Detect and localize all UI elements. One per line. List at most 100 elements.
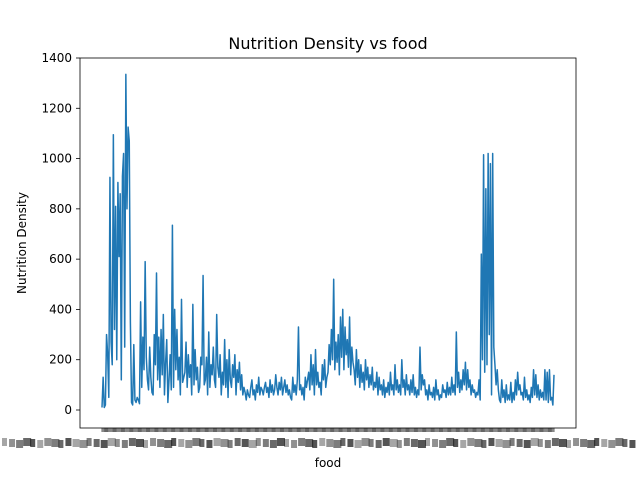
x-tick-label (410, 439, 418, 447)
x-tick-label (622, 439, 628, 447)
x-tick-label (608, 440, 616, 448)
y-tick-label: 1200 (41, 101, 72, 115)
x-tick-label (171, 438, 177, 446)
x-tick-label (361, 438, 370, 446)
x-tick-label (114, 439, 120, 447)
y-tick-label: 200 (49, 353, 72, 367)
x-tick-label (248, 440, 257, 448)
x-tick-label (347, 439, 354, 447)
x-axis-label: food (315, 456, 342, 470)
x-tick-label (375, 440, 382, 448)
x-tick-label (396, 440, 402, 448)
x-tick-label (199, 439, 205, 447)
x-tick-label (44, 438, 52, 446)
x-tick-label (72, 439, 80, 447)
x-tick-label (143, 440, 148, 448)
x-tick-label (573, 438, 580, 446)
x-tick-label (185, 440, 193, 448)
x-tick-label (460, 440, 467, 448)
x-tick-label (65, 438, 72, 446)
x-tick-label (474, 439, 483, 447)
x-tick-label (558, 439, 567, 447)
x-tick-label (537, 439, 543, 447)
x-tick-label (284, 439, 289, 447)
x-tick-label (509, 438, 515, 446)
x-tick-label (417, 440, 426, 448)
x-tick-label (587, 440, 596, 448)
x-tick-label (305, 439, 314, 447)
x-tick-label (206, 440, 213, 448)
x-tick-label (93, 439, 100, 447)
x-tick-label (566, 440, 571, 448)
x-tick-label (403, 438, 410, 446)
x-tick-label (79, 440, 88, 448)
x-tick-label (495, 439, 503, 447)
x-tick-label (425, 438, 430, 446)
x-tick-label (164, 440, 173, 448)
x-tick-label (227, 440, 233, 448)
x-tick-label (2, 438, 7, 446)
x-tick-label (516, 439, 523, 447)
series-line (101, 73, 555, 409)
y-tick-label: 0 (64, 403, 72, 417)
y-tick-label: 1000 (41, 152, 72, 166)
y-tick-label: 400 (49, 302, 72, 316)
x-tick-label (51, 439, 60, 447)
x-tick-label (523, 440, 531, 448)
x-tick-label (389, 439, 398, 447)
x-tick-label (629, 440, 636, 448)
x-tick-label (86, 438, 92, 446)
x-tick-label (276, 438, 285, 446)
x-tick-label (333, 440, 342, 448)
plot-area (101, 73, 555, 409)
x-tick-label (530, 438, 539, 446)
y-tick-label: 800 (49, 202, 72, 216)
x-tick-label (319, 438, 326, 446)
x-tick-label (453, 439, 459, 447)
x-tick-label (439, 440, 447, 448)
x-tick-label (502, 440, 511, 448)
x-tick-label (354, 440, 362, 448)
x-tick-label (213, 438, 221, 446)
x-tick-label (326, 439, 334, 447)
x-tick-label (432, 439, 439, 447)
x-tick-label (312, 440, 318, 448)
x-tick-label (234, 438, 241, 446)
x-tick-label (551, 438, 559, 446)
x-tick-label (544, 440, 551, 448)
x-tick-label (298, 438, 306, 446)
x-tick-label (269, 440, 277, 448)
x-tick-label (467, 438, 475, 446)
x-tick-label (601, 439, 608, 447)
x-axis (2, 428, 636, 448)
x-tick-label (23, 438, 32, 446)
y-tick-label: 600 (49, 252, 72, 266)
y-axis-label: Nutrition Density (15, 192, 29, 294)
x-tick-label (178, 439, 185, 447)
x-tick-label (241, 439, 249, 447)
x-tick-label (58, 440, 64, 448)
x-tick-label (100, 440, 108, 448)
x-tick-label (255, 438, 261, 446)
x-tick-label (30, 439, 36, 447)
x-tick-label (368, 439, 374, 447)
x-tick-label (135, 439, 144, 447)
x-tick-label (481, 440, 487, 448)
x-tick-label (37, 440, 44, 448)
x-tick-label (446, 438, 455, 446)
chart-title: Nutrition Density vs food (228, 34, 427, 53)
x-tick-label (340, 438, 346, 446)
y-tick-label: 1400 (41, 51, 72, 65)
x-tick-label (107, 438, 116, 446)
x-tick-label (192, 438, 201, 446)
x-tick-label (220, 439, 229, 447)
x-tick-label (262, 439, 269, 447)
x-tick-label (150, 438, 157, 446)
x-tick-label (594, 438, 600, 446)
x-tick-label (128, 438, 136, 446)
x-tick-label (580, 439, 588, 447)
y-axis: 0 200 400 600 800 1000 1200 1400 (41, 51, 80, 417)
x-tick-label (121, 440, 128, 448)
